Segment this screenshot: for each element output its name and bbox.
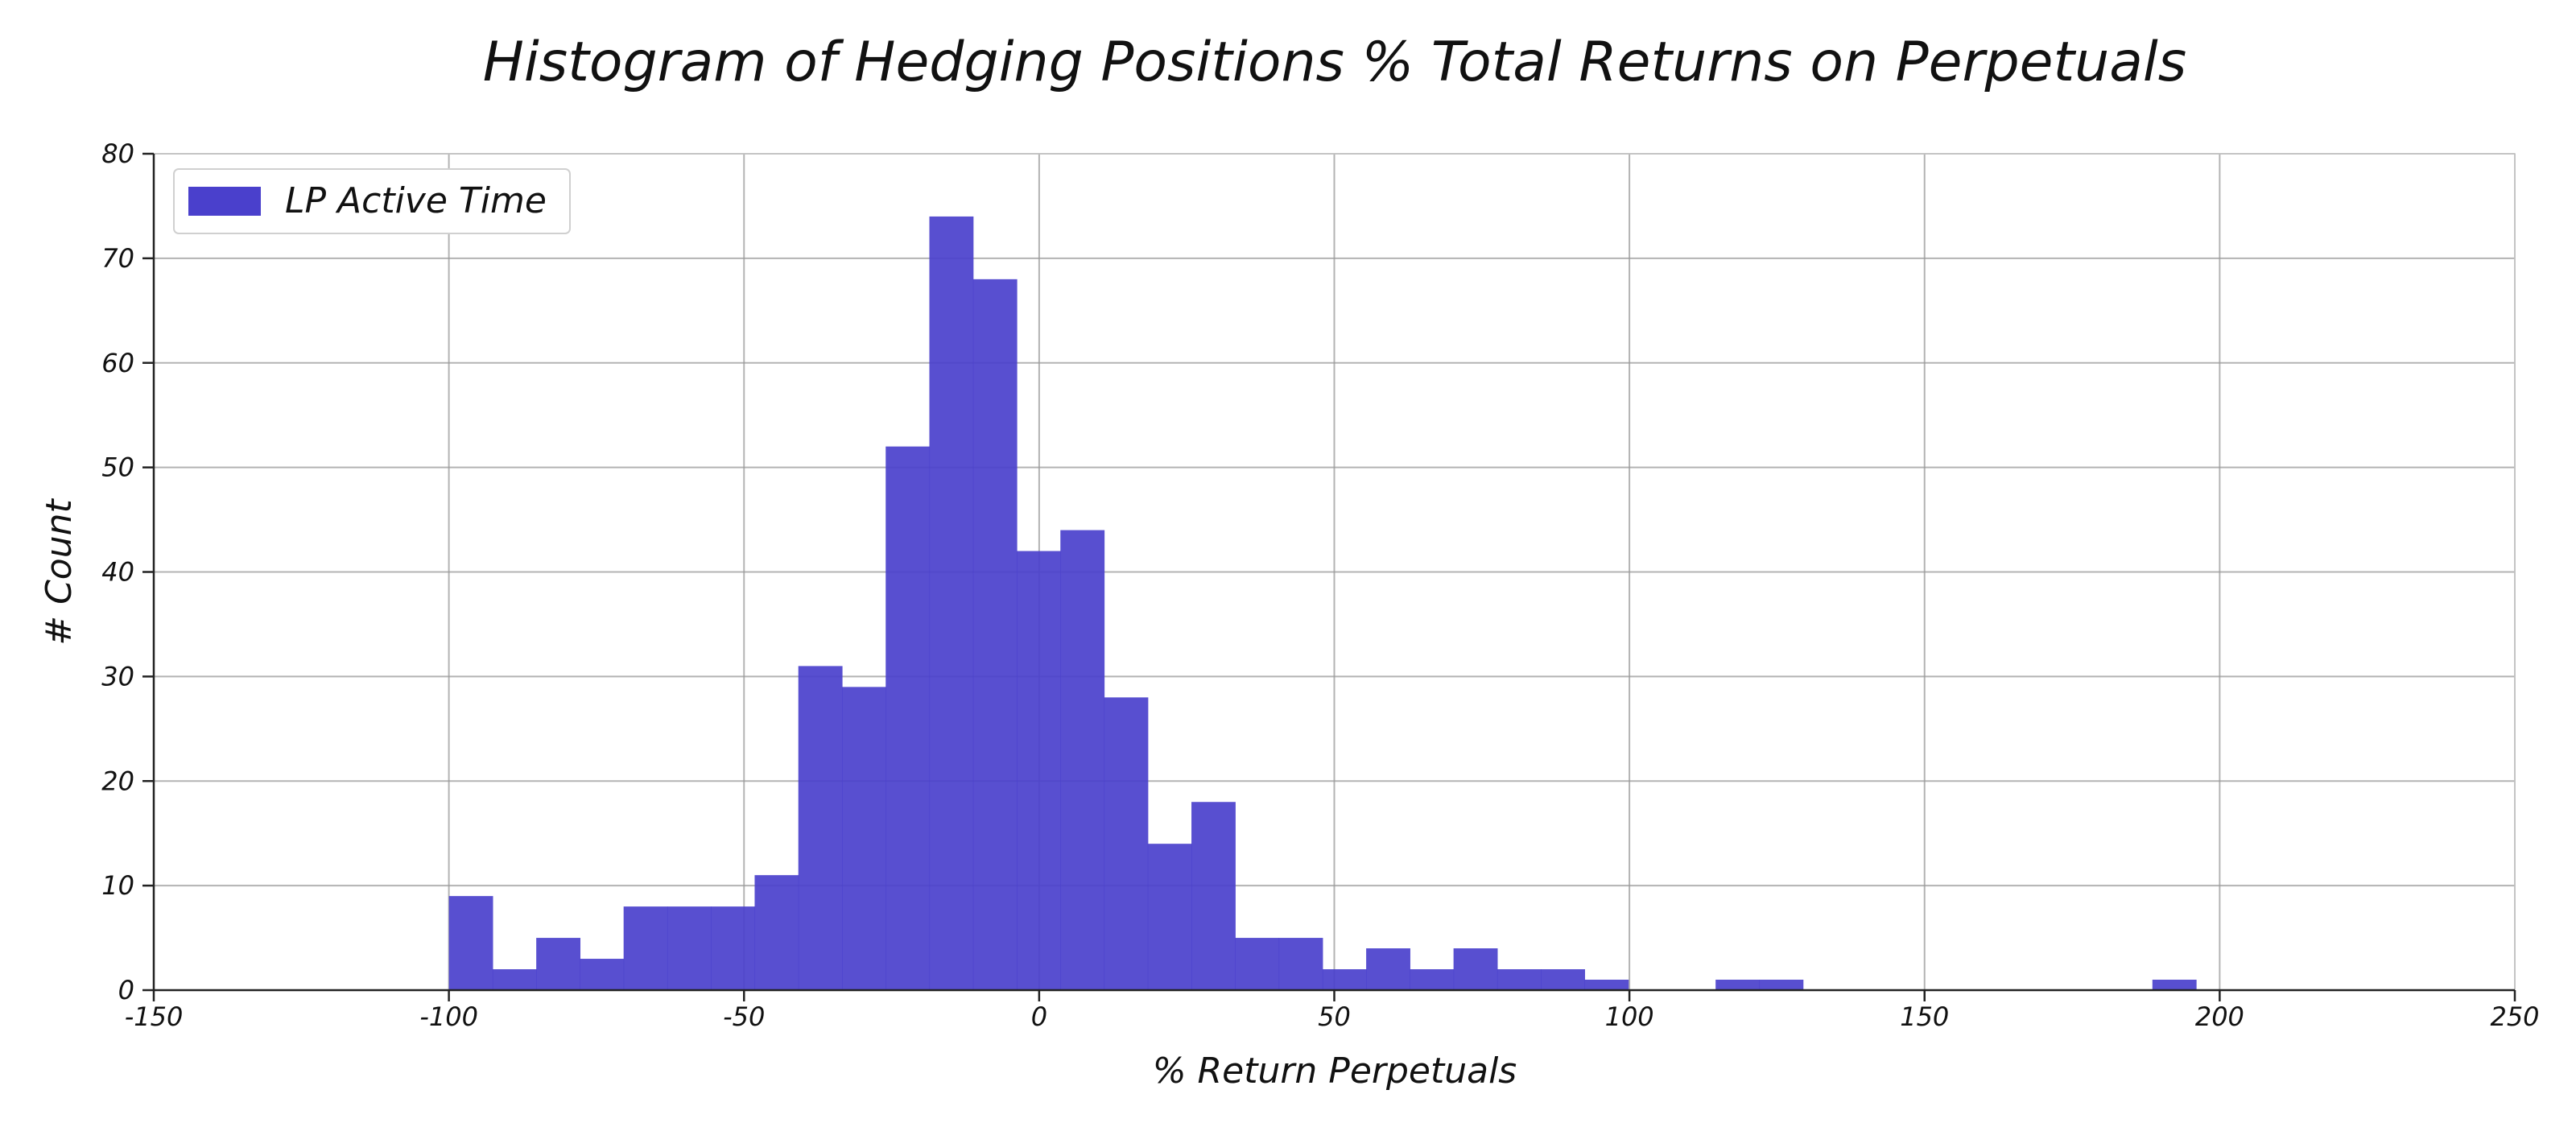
histogram-bar (1584, 980, 1629, 990)
histogram-bar (667, 906, 712, 990)
grid-lines (153, 153, 2516, 991)
histogram-bar (1496, 969, 1542, 990)
histogram-bar (1410, 969, 1455, 990)
y-tick-label: 70 (101, 243, 134, 274)
y-tick-label: 60 (101, 348, 134, 378)
y-tick-label: 50 (101, 452, 134, 483)
histogram-bar (1191, 802, 1236, 990)
x-tick-label: 150 (1900, 1001, 1949, 1032)
histogram-bar (886, 446, 931, 990)
y-tick-label: 0 (118, 975, 134, 1005)
histogram-bar (711, 906, 756, 990)
legend-label-lp-active-time: LP Active Time (285, 180, 547, 221)
histogram-bar (492, 969, 537, 990)
legend-swatch-lp-active-time (188, 187, 261, 216)
x-tick-label: 200 (2195, 1001, 2244, 1032)
y-tick-label: 30 (101, 661, 134, 691)
histogram-bar (972, 279, 1018, 991)
y-axis-ticks: 0 10 20 30 40 50 60 70 80 (101, 138, 154, 1005)
x-tick-label: 100 (1605, 1001, 1654, 1032)
y-tick-label: 80 (101, 138, 134, 169)
histogram-bar (1060, 530, 1105, 990)
histogram-bar (1759, 980, 1804, 990)
chart-title: Histogram of Hedging Positions % Total R… (483, 31, 2186, 94)
histogram-bar (1147, 844, 1192, 990)
histogram-bar (1235, 938, 1280, 990)
histogram-bar (448, 896, 493, 990)
histogram-bar (1541, 969, 1585, 990)
y-tick-label: 40 (101, 557, 134, 588)
x-axis-ticks: -150 -100 -50 0 50 100 150 200 250 (125, 990, 2540, 1032)
histogram-bars (448, 216, 2197, 991)
x-tick-label: -100 (419, 1001, 478, 1032)
legend: LP Active Time (173, 168, 571, 234)
legend-box (173, 168, 571, 234)
histogram-bar (841, 687, 886, 990)
x-axis-label: % Return Perpetuals (1153, 1051, 1517, 1092)
histogram-bar (1366, 948, 1410, 990)
histogram-bar (1453, 948, 1498, 990)
y-axis-label: # Count (39, 497, 80, 645)
histogram-bar (1017, 551, 1061, 990)
histogram-bar (2152, 980, 2197, 990)
histogram-bar (754, 875, 799, 990)
histogram-bar (1104, 697, 1149, 990)
histogram-bar (536, 938, 581, 990)
histogram-bar (580, 959, 625, 990)
x-tick-label: -50 (723, 1001, 765, 1032)
histogram-bar (623, 906, 668, 990)
x-tick-label: 0 (1031, 1001, 1047, 1032)
histogram-bar (1715, 980, 1761, 990)
histogram-bar (929, 216, 974, 990)
x-tick-label: 250 (2490, 1001, 2539, 1032)
x-tick-label: 50 (1318, 1001, 1351, 1032)
histogram-bar (1322, 969, 1367, 990)
x-tick-label: -150 (125, 1001, 184, 1032)
histogram-bar (1278, 938, 1323, 990)
y-tick-label: 20 (101, 766, 134, 796)
y-tick-label: 10 (101, 870, 134, 901)
histogram-bar (798, 666, 843, 990)
